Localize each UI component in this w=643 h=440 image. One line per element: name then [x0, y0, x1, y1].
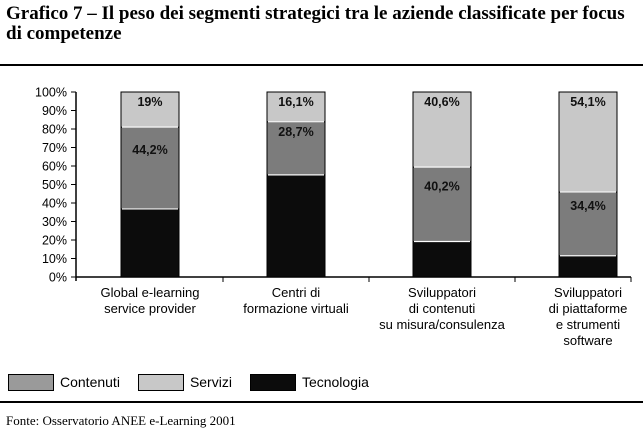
data-label: 40,6%: [424, 95, 459, 109]
chart-axes: 0% 10% 20% 30% 40% 50% 60% 70% 80% 90% 100%: [35, 86, 632, 285]
stacked-bar-chart: 0% 10% 20% 30% 40% 50% 60% 70% 80% 90% 100% 44,2% 1…: [35, 86, 632, 348]
legend-swatch-servizi: [137, 373, 184, 391]
y-tick-label: 80%: [42, 123, 67, 137]
bar-segment-contenuti-contenuti: [412, 166, 472, 242]
y-tick-label: 60%: [42, 160, 67, 174]
data-label: 34,4%: [570, 199, 605, 213]
bar-segment-servizi-global: [120, 91, 180, 128]
y-tick-label: 20%: [42, 234, 67, 248]
chart-title: Grafico 7 – Il peso dei segmenti strateg…: [6, 3, 625, 44]
x-category-label: su misura/consulenza: [379, 317, 505, 332]
legend-item-servizi: Servizi: [137, 373, 232, 391]
source-note: Fonte: Osservatorio ANEE e-Learning 2001: [6, 413, 236, 428]
x-category-label: formazione virtuali: [243, 301, 349, 316]
chart-legend: Contenuti Servizi Tecnologia: [8, 372, 387, 392]
bar-segment-tecnologia-contenuti: [412, 240, 472, 278]
legend-label-tecnologia: Tecnologia: [301, 374, 369, 390]
legend-label-servizi: Servizi: [189, 374, 232, 390]
y-tick-label: 40%: [42, 197, 67, 211]
legend-item-tecnologia: Tecnologia: [249, 373, 369, 391]
x-category-label: Centri di: [272, 285, 321, 300]
chart-bars: [120, 91, 618, 278]
x-category-label: Sviluppatori: [554, 285, 622, 300]
x-category-label: Global e-learning: [100, 285, 199, 300]
bar-segment-contenuti-piattaforme: [558, 191, 618, 257]
x-category-label: Sviluppatori: [408, 285, 476, 300]
data-label: 44,2%: [132, 143, 167, 157]
top-divider: [0, 64, 643, 66]
x-category-label: di piattaforme: [549, 301, 628, 316]
y-tick-label: 90%: [42, 104, 67, 118]
bar-segment-contenuti-global: [120, 126, 180, 210]
y-tick-label: 0%: [49, 271, 67, 285]
data-label: 54,1%: [570, 95, 605, 109]
data-label: 28,7%: [278, 125, 313, 139]
legend-label-contenuti: Contenuti: [60, 374, 120, 390]
bar-segment-tecnologia-piattaforme: [558, 255, 618, 278]
y-tick-label: 30%: [42, 215, 67, 229]
y-tick-label: 50%: [42, 178, 67, 192]
bar-segment-tecnologia-global: [120, 208, 180, 278]
legend-swatch-tecnologia: [249, 373, 296, 391]
bottom-divider: [0, 401, 643, 403]
data-label: 16,1%: [278, 95, 313, 109]
bar-segment-servizi-piattaforme: [558, 91, 618, 193]
data-label: 19%: [137, 95, 162, 109]
x-category-label: software: [563, 333, 612, 348]
bar-segment-servizi-contenuti: [412, 91, 472, 168]
x-category-label: di contenuti: [409, 301, 476, 316]
x-category-label: e strumenti: [556, 317, 620, 332]
y-tick-label: 70%: [42, 141, 67, 155]
y-tick-label: 100%: [35, 86, 67, 100]
bar-segment-tecnologia-centri: [266, 174, 326, 278]
y-tick-label: 10%: [42, 252, 67, 266]
legend-item-contenuti: Contenuti: [8, 373, 120, 391]
data-label: 40,2%: [424, 179, 459, 193]
x-category-label: service provider: [104, 301, 196, 316]
legend-swatch-contenuti: [8, 373, 54, 391]
